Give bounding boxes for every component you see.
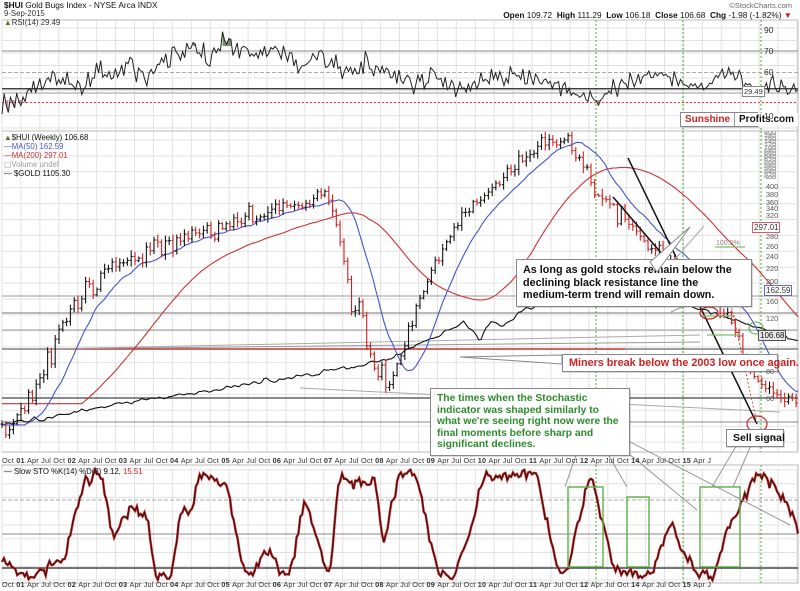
svg-text:100.0%: 100.0% (716, 240, 740, 247)
